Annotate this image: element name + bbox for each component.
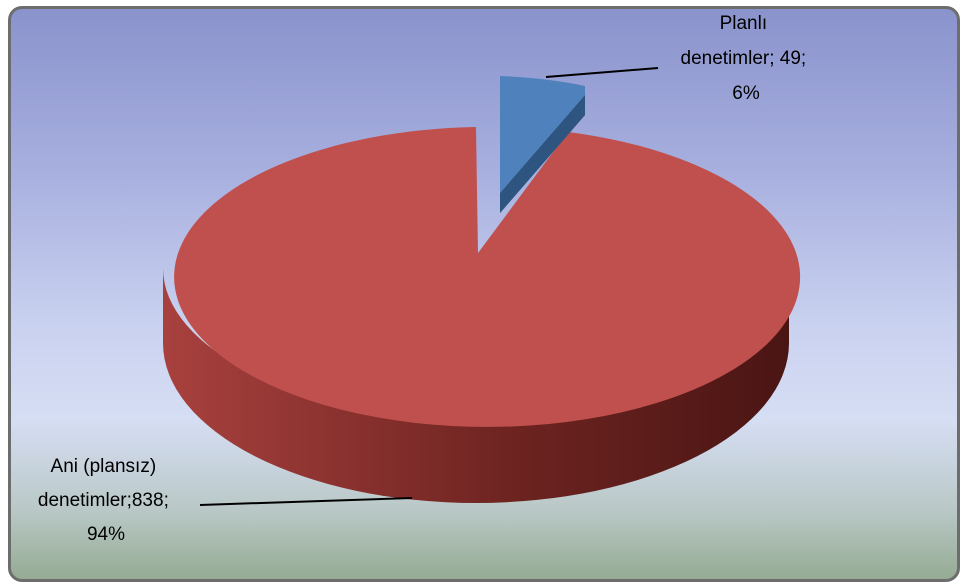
slice-ani-plansiz-top <box>174 127 801 427</box>
slice-planli-top <box>500 76 585 193</box>
slice-planli-front <box>500 95 585 213</box>
data-label-ani-line-2: 94% <box>87 524 125 545</box>
data-label-planli-line-1: denetimler; 49; <box>681 48 807 69</box>
slice-ani-plansiz <box>163 127 801 503</box>
leader-line-planli <box>545 67 659 78</box>
data-label-ani-line-0: Ani (plansız) <box>51 456 157 477</box>
data-label-ani-line-1: denetimler;838; <box>38 490 169 511</box>
slice-ani-plansiz-side <box>163 268 789 503</box>
data-label-planli-line-2: 6% <box>732 83 760 104</box>
data-label-ani: Ani (plansız) denetimler;838; 94% <box>38 456 174 545</box>
data-label-planli: Planlı denetimler; 49; 6% <box>681 13 812 104</box>
leader-line-ani <box>199 497 413 506</box>
slice-planli <box>500 76 585 213</box>
data-label-planli-line-0: Planlı <box>720 13 768 34</box>
